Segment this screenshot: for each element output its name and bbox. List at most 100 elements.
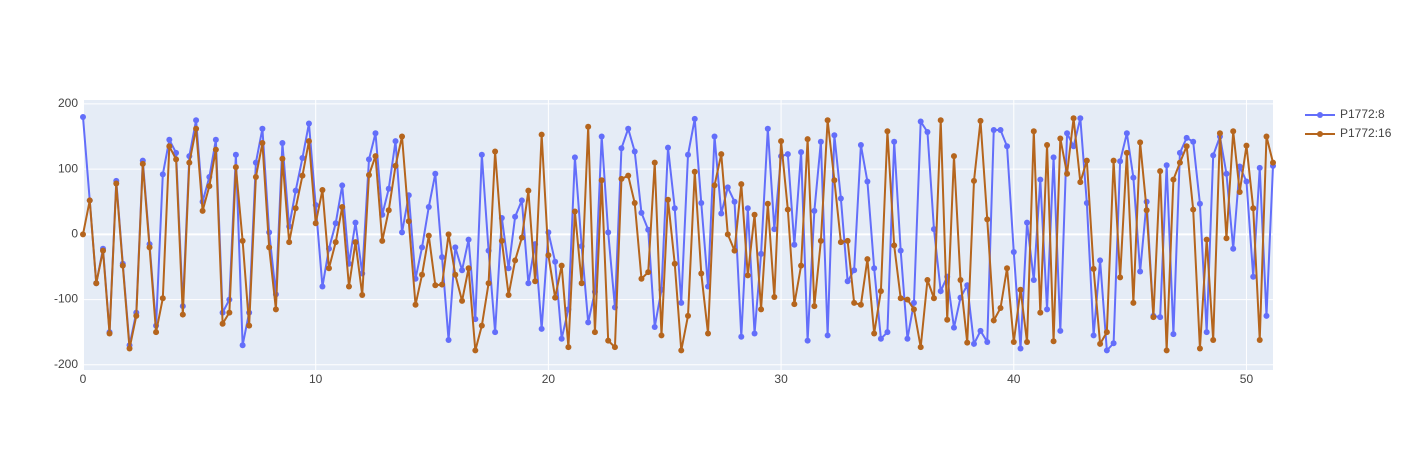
point (625, 172, 632, 179)
point (871, 330, 878, 337)
point (385, 207, 392, 214)
point (798, 262, 805, 269)
point (738, 181, 745, 188)
point (1017, 345, 1024, 352)
legend: P1772:8 P1772:16 (1305, 107, 1392, 140)
point (758, 306, 765, 313)
point (784, 206, 791, 213)
point (93, 280, 100, 287)
point (439, 254, 446, 261)
point (1176, 149, 1183, 156)
point (239, 342, 246, 349)
point (312, 220, 319, 227)
point (711, 182, 718, 189)
x-tick-label: 0 (80, 372, 87, 386)
point (126, 345, 133, 352)
point (425, 203, 432, 210)
point (332, 220, 339, 227)
point (472, 347, 479, 354)
point (432, 170, 439, 177)
point (618, 175, 625, 182)
point (671, 205, 678, 212)
point (1157, 314, 1164, 321)
x-tick-label: 20 (542, 372, 556, 386)
point (578, 280, 585, 287)
point (678, 347, 685, 354)
point (1064, 130, 1071, 137)
point (625, 125, 632, 132)
point (1163, 162, 1170, 169)
point (478, 322, 485, 329)
point (452, 244, 459, 251)
point (1223, 235, 1230, 242)
point (897, 295, 904, 302)
point (1236, 163, 1243, 170)
y-tick-label: 200 (58, 96, 78, 110)
point (505, 265, 512, 272)
point (425, 232, 432, 239)
point (877, 335, 884, 342)
point (565, 344, 572, 351)
point (492, 329, 499, 336)
point (1183, 143, 1190, 150)
point (804, 337, 811, 344)
point (1256, 164, 1263, 171)
y-tick-label: 0 (71, 227, 78, 241)
point (259, 140, 266, 147)
point (611, 344, 618, 351)
point (1150, 314, 1157, 321)
point (718, 151, 725, 158)
point (1196, 345, 1203, 352)
point (598, 133, 605, 140)
point (492, 148, 499, 155)
point (552, 294, 559, 301)
point (990, 317, 997, 324)
point (731, 247, 738, 254)
point (272, 306, 279, 313)
point (1097, 340, 1104, 347)
point (897, 247, 904, 254)
point (571, 154, 578, 161)
point (292, 205, 299, 212)
legend-label: P1772:8 (1340, 107, 1385, 121)
point (1017, 286, 1024, 293)
point (193, 117, 200, 124)
x-tick-label: 40 (1007, 372, 1021, 386)
point (811, 207, 818, 214)
point (1263, 133, 1270, 140)
point (598, 177, 605, 184)
point (917, 344, 924, 351)
point (1097, 257, 1104, 264)
point (658, 332, 665, 339)
point (1223, 170, 1230, 177)
point (345, 283, 352, 290)
point (638, 209, 645, 216)
point (405, 218, 412, 225)
point (1057, 327, 1064, 334)
point (831, 177, 838, 184)
x-tick-label: 30 (774, 372, 788, 386)
point (731, 198, 738, 205)
point (964, 339, 971, 346)
point (226, 309, 233, 316)
point (166, 143, 173, 150)
point (113, 180, 120, 187)
point (817, 237, 824, 244)
point (930, 226, 937, 233)
point (512, 257, 519, 264)
point (997, 127, 1004, 133)
point (1057, 135, 1064, 142)
point (924, 128, 931, 135)
series-line (82, 118, 1274, 351)
point (771, 293, 778, 300)
y-tick-label: -100 (54, 292, 78, 306)
point (744, 272, 751, 279)
point (664, 196, 671, 203)
point (1190, 138, 1197, 145)
point (857, 301, 864, 308)
point (1243, 178, 1250, 185)
point (498, 237, 505, 244)
point (864, 256, 871, 263)
point (193, 125, 200, 132)
